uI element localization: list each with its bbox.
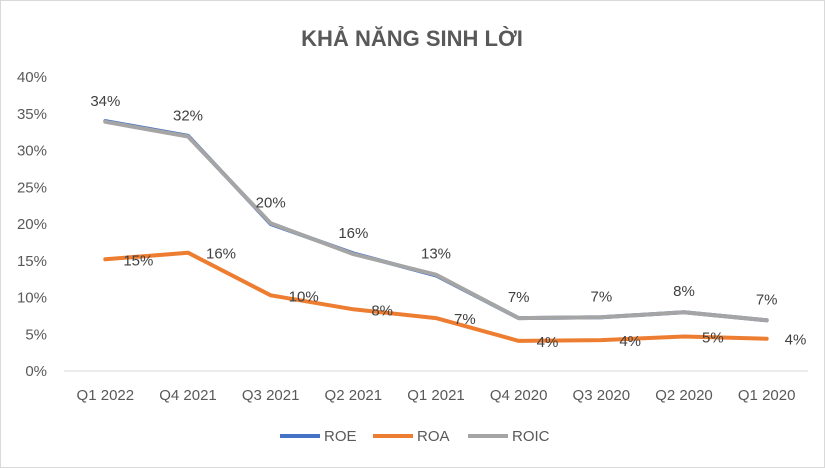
series-line-roa bbox=[103, 250, 769, 343]
x-tick-label: Q3 2020 bbox=[573, 387, 631, 404]
chart-title: KHẢ NĂNG SINH LỜI bbox=[301, 26, 523, 51]
data-label-roa: 7% bbox=[454, 311, 476, 328]
data-label-roic: 20% bbox=[256, 194, 286, 211]
data-label-roic: 16% bbox=[338, 225, 368, 242]
x-tick-label: Q3 2021 bbox=[242, 387, 300, 404]
x-tick-label: Q2 2020 bbox=[655, 387, 713, 404]
legend-label-roic: ROIC bbox=[512, 428, 550, 445]
data-label-roic: 8% bbox=[673, 283, 695, 300]
x-tick-label: Q1 2020 bbox=[738, 387, 796, 404]
x-tick-label: Q1 2022 bbox=[77, 387, 135, 404]
y-axis-ticks: 0% 5% 10% 15% 20% 25% 30% 35% 40% bbox=[17, 69, 47, 380]
y-tick-label: 40% bbox=[17, 69, 47, 86]
legend: ROE ROA ROIC bbox=[280, 428, 550, 445]
data-label-roic: 34% bbox=[90, 93, 120, 110]
data-label-roa: 4% bbox=[537, 334, 559, 351]
y-tick-label: 10% bbox=[17, 290, 47, 307]
legend-label-roe: ROE bbox=[324, 428, 357, 445]
y-tick-label: 35% bbox=[17, 106, 47, 123]
data-label-roa: 5% bbox=[702, 329, 724, 346]
data-label-roic: 7% bbox=[508, 289, 530, 306]
x-tick-label: Q1 2021 bbox=[407, 387, 465, 404]
data-label-roic: 32% bbox=[173, 108, 203, 125]
data-label-roa: 10% bbox=[289, 288, 319, 305]
y-tick-label: 5% bbox=[25, 326, 47, 343]
data-label-roic: 13% bbox=[421, 246, 451, 263]
data-label-roa: 15% bbox=[123, 252, 153, 269]
data-label-roa: 4% bbox=[619, 333, 641, 350]
series-lines bbox=[103, 119, 769, 343]
data-label-roa: 16% bbox=[206, 246, 236, 263]
series-line-roic bbox=[103, 119, 769, 323]
data-labels: 15% 16% 10% 8% 7% 4% 4% 5% 4% 34% 32% 20% 16% 13% 7% 7%… bbox=[90, 93, 806, 351]
x-tick-label: Q4 2021 bbox=[159, 387, 217, 404]
data-label-roic: 7% bbox=[590, 288, 612, 305]
y-tick-label: 15% bbox=[17, 253, 47, 270]
x-tick-label: Q4 2020 bbox=[490, 387, 548, 404]
y-tick-label: 25% bbox=[17, 179, 47, 196]
legend-label-roa: ROA bbox=[417, 428, 450, 445]
x-axis-ticks: Q1 2022 Q4 2021 Q3 2021 Q2 2021 Q1 2021 Q4 20… bbox=[77, 387, 796, 404]
data-label-roa: 8% bbox=[371, 302, 393, 319]
y-tick-label: 0% bbox=[25, 363, 47, 380]
data-label-roa: 4% bbox=[785, 332, 807, 349]
y-tick-label: 20% bbox=[17, 216, 47, 233]
y-tick-label: 30% bbox=[17, 143, 47, 160]
x-tick-label: Q2 2021 bbox=[325, 387, 383, 404]
data-label-roic: 7% bbox=[756, 291, 778, 308]
